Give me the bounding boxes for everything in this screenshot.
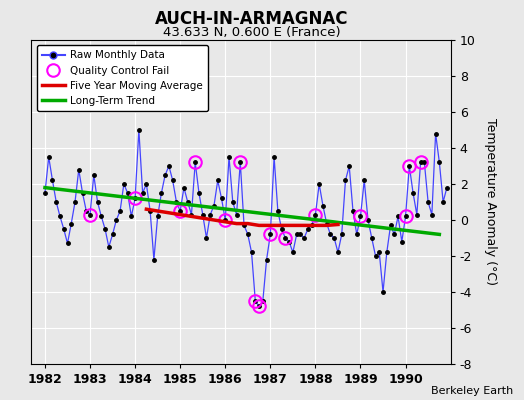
Y-axis label: Temperature Anomaly (°C): Temperature Anomaly (°C)	[484, 118, 497, 286]
Text: 43.633 N, 0.600 E (France): 43.633 N, 0.600 E (France)	[163, 26, 340, 39]
Text: Berkeley Earth: Berkeley Earth	[431, 386, 514, 396]
Legend: Raw Monthly Data, Quality Control Fail, Five Year Moving Average, Long-Term Tren: Raw Monthly Data, Quality Control Fail, …	[37, 45, 208, 111]
Text: AUCH-IN-ARMAGNAC: AUCH-IN-ARMAGNAC	[155, 10, 348, 28]
